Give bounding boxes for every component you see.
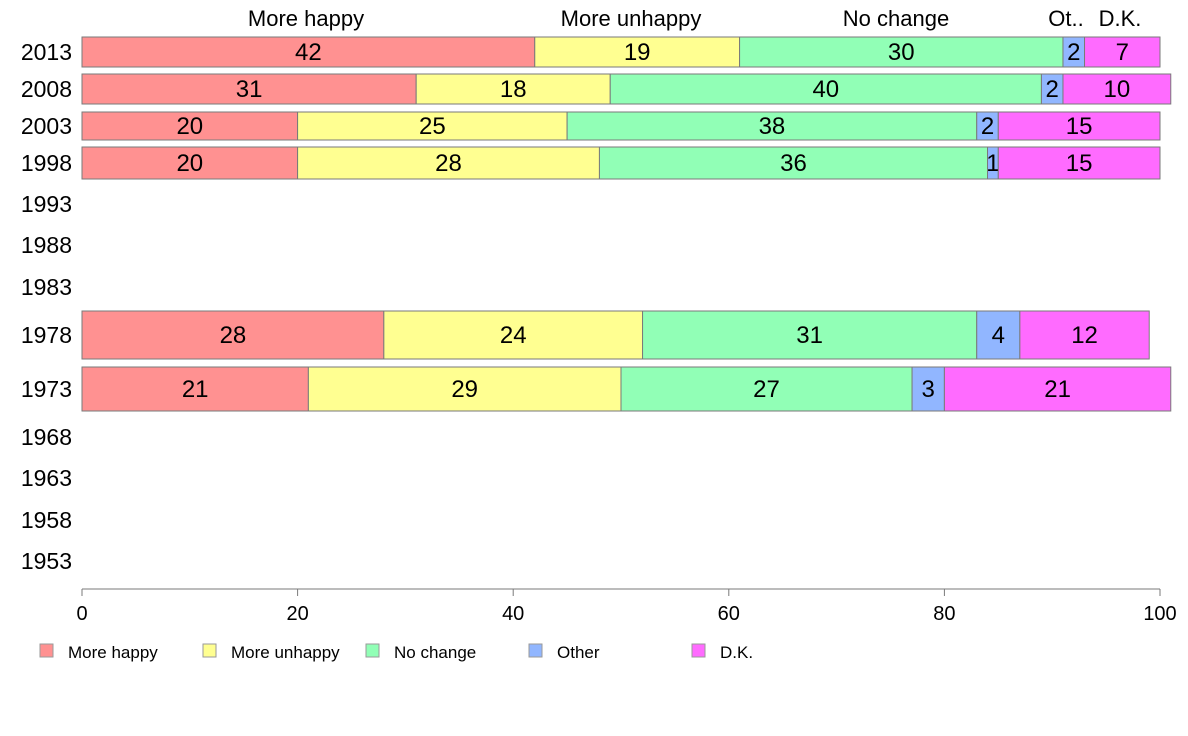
legend-swatch bbox=[365, 643, 380, 658]
year-label: 1988 bbox=[21, 232, 72, 258]
year-label: 1983 bbox=[21, 274, 72, 300]
bar-segment bbox=[297, 111, 568, 141]
year-label: 2013 bbox=[21, 39, 72, 65]
legend-label: Other bbox=[557, 643, 600, 662]
data-label: 28 bbox=[435, 150, 462, 177]
data-label: 20 bbox=[176, 113, 203, 140]
bar-segment bbox=[566, 111, 978, 141]
x-tick-label: 20 bbox=[286, 603, 308, 625]
year-label: 1958 bbox=[21, 507, 72, 533]
data-label: 12 bbox=[1071, 322, 1098, 349]
data-label: 38 bbox=[759, 113, 786, 140]
bar-segment bbox=[911, 366, 945, 412]
bar-segment bbox=[943, 366, 1172, 412]
data-label: 1 bbox=[986, 150, 999, 177]
bar-segment bbox=[642, 310, 978, 360]
top-label: No change bbox=[843, 6, 949, 31]
data-label: 21 bbox=[182, 376, 209, 403]
top-label: D.K. bbox=[1099, 6, 1142, 31]
bar-segment bbox=[997, 146, 1161, 180]
data-label: 28 bbox=[220, 322, 247, 349]
data-label: 2 bbox=[1067, 39, 1080, 66]
year-label: 2008 bbox=[21, 76, 72, 102]
data-label: 36 bbox=[780, 150, 807, 177]
bar-segment bbox=[976, 310, 1021, 360]
bar-segment bbox=[415, 73, 611, 105]
top-labels: More happy More unhappy No change Ot.. D.K. bbox=[248, 6, 1141, 31]
year-label: 1963 bbox=[21, 465, 72, 491]
year-label: 1993 bbox=[21, 191, 72, 217]
data-label: 18 bbox=[500, 76, 527, 103]
bar-segment bbox=[1019, 310, 1150, 360]
data-label: 31 bbox=[796, 322, 823, 349]
bar-segment bbox=[81, 73, 417, 105]
data-label: 20 bbox=[176, 150, 203, 177]
data-label: 2 bbox=[1046, 76, 1059, 103]
x-tick-label: 40 bbox=[502, 603, 524, 625]
legend-swatch bbox=[39, 643, 54, 658]
data-label: 31 bbox=[236, 76, 263, 103]
bar-segment bbox=[81, 366, 309, 412]
legend-swatch bbox=[528, 643, 543, 658]
top-label: More unhappy bbox=[561, 6, 702, 31]
bar-segment bbox=[739, 36, 1064, 68]
bar-segment bbox=[81, 111, 299, 141]
data-label: 10 bbox=[1104, 76, 1131, 103]
bar-segment bbox=[81, 36, 536, 68]
legend: More happy More unhappy No change Other D.K. bbox=[39, 643, 753, 662]
data-label: 4 bbox=[992, 322, 1005, 349]
data-label: 3 bbox=[922, 376, 935, 403]
year-label: 2003 bbox=[21, 113, 72, 139]
legend-swatch bbox=[202, 643, 217, 658]
bar-segment bbox=[383, 310, 644, 360]
bar-segment bbox=[1084, 36, 1161, 68]
data-label: 7 bbox=[1116, 39, 1129, 66]
year-label: 1998 bbox=[21, 150, 72, 176]
legend-swatch bbox=[691, 643, 706, 658]
data-label: 15 bbox=[1066, 150, 1093, 177]
bar-segment bbox=[598, 146, 989, 180]
legend-label: More happy bbox=[68, 643, 158, 662]
data-label: 42 bbox=[295, 39, 322, 66]
x-tick-label: 80 bbox=[933, 603, 955, 625]
top-label: More happy bbox=[248, 6, 364, 31]
legend-label: More unhappy bbox=[231, 643, 340, 662]
data-label: 27 bbox=[753, 376, 780, 403]
data-label: 19 bbox=[624, 39, 651, 66]
bar-segment bbox=[1062, 73, 1172, 105]
year-label: 1978 bbox=[21, 322, 72, 348]
bar-segment bbox=[997, 111, 1161, 141]
year-labels: 2013 2008 2003 1998 1993 1988 1983 1978 1973 1968… bbox=[21, 39, 72, 574]
data-label: 2 bbox=[981, 113, 994, 140]
x-tick-label: 0 bbox=[76, 603, 87, 625]
x-tick-label: 100 bbox=[1143, 603, 1176, 625]
bar-segment bbox=[81, 146, 299, 180]
data-label: 40 bbox=[812, 76, 839, 103]
bar-segment bbox=[534, 36, 741, 68]
legend-label: D.K. bbox=[720, 643, 753, 662]
data-label: 24 bbox=[500, 322, 527, 349]
year-label: 1968 bbox=[21, 424, 72, 450]
data-label: 25 bbox=[419, 113, 446, 140]
bar-segment bbox=[620, 366, 913, 412]
data-label: 15 bbox=[1066, 113, 1093, 140]
legend-label: No change bbox=[394, 643, 476, 662]
data-label: 29 bbox=[451, 376, 478, 403]
x-tick-label: 60 bbox=[718, 603, 740, 625]
data-label: 21 bbox=[1044, 376, 1071, 403]
bar-segment bbox=[297, 146, 600, 180]
x-axis: 0 20 40 60 80 100 bbox=[76, 588, 1177, 625]
year-label: 1973 bbox=[21, 376, 72, 402]
data-label: 30 bbox=[888, 39, 915, 66]
top-label: Ot.. bbox=[1048, 6, 1083, 31]
year-label: 1953 bbox=[21, 548, 72, 574]
